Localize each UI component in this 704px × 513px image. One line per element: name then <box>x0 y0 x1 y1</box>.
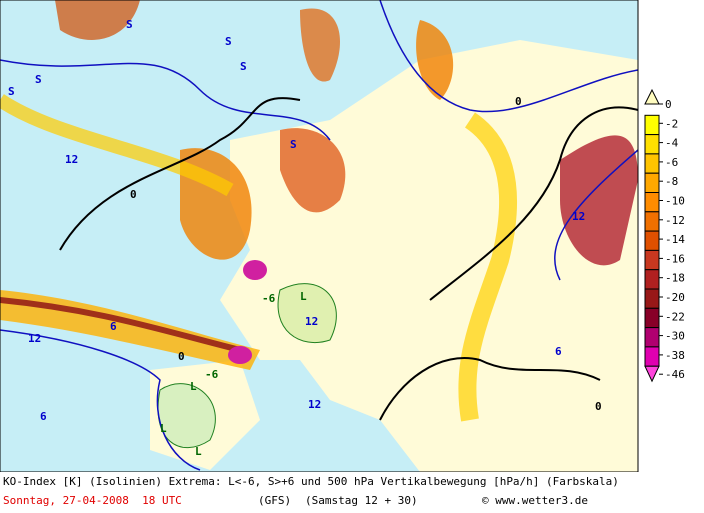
caption-date: Sonntag, 27-04-2008 18 UTC <box>3 494 182 507</box>
contour <box>554 149 639 281</box>
contour <box>0 329 201 471</box>
legend-swatch <box>644 288 660 309</box>
map-label: S <box>8 85 15 98</box>
map-label: L <box>160 422 167 435</box>
blob <box>243 260 267 280</box>
legend-arrow <box>644 365 660 383</box>
map-label: L <box>190 380 197 393</box>
map-frame <box>0 0 639 472</box>
legend-label: -6 <box>665 156 678 169</box>
legend-label: -22 <box>665 310 685 323</box>
legend-swatch <box>644 172 660 193</box>
legend-label: -30 <box>665 330 685 343</box>
blob <box>280 128 346 213</box>
legend-label: -46 <box>665 368 685 381</box>
map-label: 0 <box>178 350 185 363</box>
blob <box>416 20 454 100</box>
map-label: S <box>35 73 42 86</box>
legend-swatch <box>644 346 660 367</box>
legend-swatch <box>644 327 660 348</box>
green-area <box>277 283 337 344</box>
legend-swatch <box>644 230 660 251</box>
legend-label: -4 <box>665 137 679 150</box>
map-label: 6 <box>110 320 117 333</box>
caption-model: (GFS) <box>258 494 292 507</box>
map-label: 12 <box>65 153 78 166</box>
legend-swatch <box>644 307 660 329</box>
contour <box>59 97 301 251</box>
legend-label: -18 <box>665 272 685 285</box>
map-label: L <box>300 290 307 303</box>
map-label: 12 <box>572 210 585 223</box>
map-label: 0 <box>130 188 137 201</box>
legend-swatch <box>644 192 660 213</box>
map-label: -6 <box>262 292 276 305</box>
map-label: 0 <box>595 400 602 413</box>
map-label: 6 <box>555 345 562 358</box>
band <box>0 94 234 197</box>
legend-label: -2 <box>665 117 678 130</box>
map-label: L <box>195 445 202 458</box>
contours-blue <box>0 0 639 471</box>
legend-swatch <box>644 269 660 290</box>
legend-swatch <box>644 153 660 174</box>
map-label: 6 <box>40 410 47 423</box>
map-label: -6 <box>205 368 219 381</box>
legend-label: 0 <box>665 98 672 111</box>
map-label: S <box>225 35 232 48</box>
map-label: 0 <box>515 95 522 108</box>
legend-arrow <box>644 88 660 105</box>
legend-label: -38 <box>665 349 685 362</box>
map-label: S <box>290 138 297 151</box>
legend-swatch <box>644 134 660 155</box>
legend: 0 -2 -4 -6 -8 -10 -12 -14 -16 -18 -20 -22 -30 -38 -46 <box>644 88 685 383</box>
contour <box>379 357 601 421</box>
caption-run: (Samstag 12 + 30) <box>305 494 418 507</box>
blob <box>300 8 340 82</box>
map-label: S <box>126 18 133 31</box>
blob <box>55 0 140 40</box>
contour <box>429 106 639 301</box>
legend-label: -8 <box>665 175 678 188</box>
map-label: 12 <box>305 315 318 328</box>
caption-copyright: © www.wetter3.de <box>482 494 588 507</box>
legend-swatch <box>644 114 660 136</box>
legend-label: -16 <box>665 252 685 265</box>
legend-swatch <box>644 211 660 232</box>
contour <box>379 0 639 113</box>
blob <box>228 346 252 364</box>
legend-label: -14 <box>665 233 685 246</box>
map-label: S <box>240 60 247 73</box>
legend-label: -10 <box>665 195 685 208</box>
contours-black <box>59 97 639 421</box>
band <box>458 112 517 422</box>
band-core <box>0 297 241 353</box>
map-svg: 0-2-4-6-8-10-12-14-16-18-20-22-30-38-46 … <box>0 0 685 472</box>
map-label: 12 <box>308 398 321 411</box>
legend-label: -12 <box>665 214 685 227</box>
legend-swatch <box>644 249 660 271</box>
legend-label: -20 <box>665 291 685 304</box>
caption-line: KO-Index [K] (Isolinien) Extrema: L<-6, … <box>3 475 619 488</box>
contour <box>0 59 331 141</box>
map-label: 12 <box>28 332 41 345</box>
